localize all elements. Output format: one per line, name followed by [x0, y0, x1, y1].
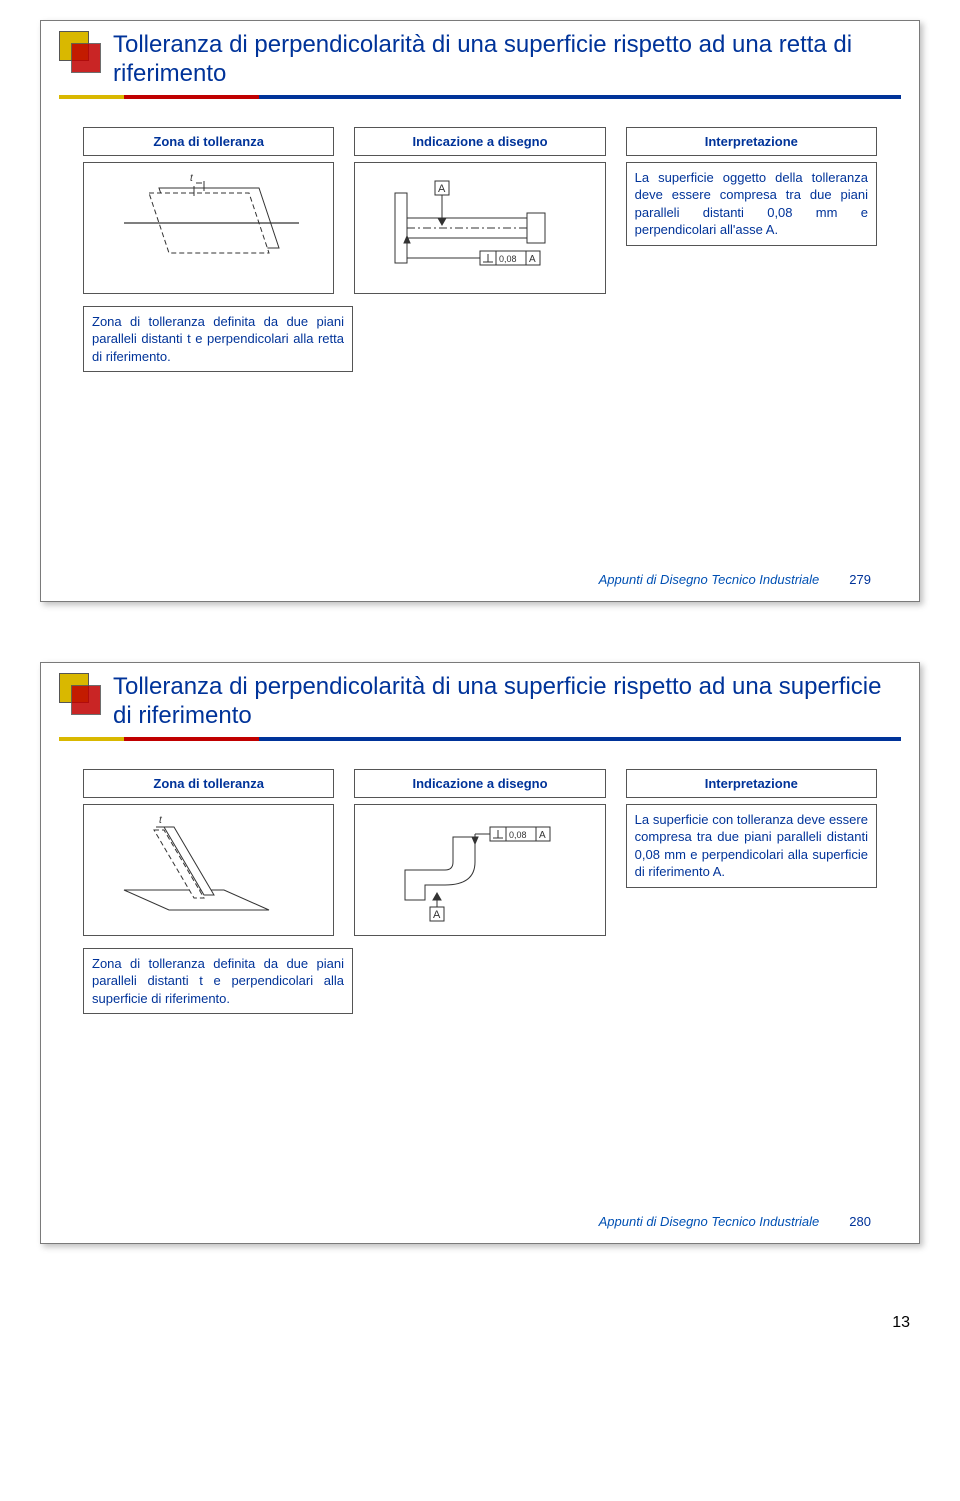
col-indicazione: Indicazione a disegno 0,08 A: [354, 769, 605, 936]
svg-text:t: t: [159, 815, 163, 826]
title-icon: [59, 673, 101, 715]
boxes-row: Zona di tolleranza t Indicazione a diseg…: [83, 769, 877, 936]
header-interp: Interpretazione: [626, 769, 877, 798]
title-row: Tolleranza di perpendicolarità di una su…: [59, 31, 901, 89]
slide-279: Tolleranza di perpendicolarità di una su…: [40, 20, 920, 602]
svg-text:A: A: [539, 830, 546, 841]
interp-text: La superficie oggetto della tolleranza d…: [635, 169, 868, 239]
zona-def-cell: Zona di tolleranza definita da due piani…: [83, 306, 353, 373]
title-row: Tolleranza di perpendicolarità di una su…: [59, 673, 901, 731]
slide-footer: Appunti di Disegno Tecnico Industriale 2…: [59, 572, 901, 587]
interp-text: La superficie con tolleranza deve essere…: [635, 811, 868, 881]
header-indicazione: Indicazione a disegno: [354, 127, 605, 156]
title-icon: [59, 31, 101, 73]
header-interp: Interpretazione: [626, 127, 877, 156]
header-indicazione: Indicazione a disegno: [354, 769, 605, 798]
second-row: Zona di tolleranza definita da due piani…: [83, 306, 877, 373]
footer-text: Appunti di Disegno Tecnico Industriale: [599, 572, 820, 587]
footer-text: Appunti di Disegno Tecnico Industriale: [599, 1214, 820, 1229]
interp-cell: La superficie oggetto della tolleranza d…: [626, 162, 877, 246]
document-page-number: 13: [0, 1304, 960, 1352]
col-zona: Zona di tolleranza t: [83, 769, 334, 936]
diagram-zona: t: [83, 162, 334, 294]
diagram-zona: t: [83, 804, 334, 936]
slide-title: Tolleranza di perpendicolarità di una su…: [113, 31, 901, 89]
svg-text:0,08: 0,08: [499, 254, 517, 264]
interp-cell: La superficie con tolleranza deve essere…: [626, 804, 877, 888]
zona-svg-icon: t: [104, 173, 314, 283]
svg-text:A: A: [433, 909, 441, 921]
second-row: Zona di tolleranza definita da due piani…: [83, 948, 877, 1015]
title-underline: [59, 95, 901, 99]
boxes-row: Zona di tolleranza t Indicazione a: [83, 127, 877, 294]
col-interp: Interpretazione La superficie oggetto de…: [626, 127, 877, 294]
diagram-indicazione: 0,08 A A: [354, 804, 605, 936]
footer-page: 280: [849, 1214, 871, 1229]
header-zona: Zona di tolleranza: [83, 769, 334, 798]
slide-280: Tolleranza di perpendicolarità di una su…: [40, 662, 920, 1244]
header-zona: Zona di tolleranza: [83, 127, 334, 156]
zona-svg-icon: t: [104, 815, 314, 925]
indicazione-svg-icon: A 0,08 A: [375, 173, 585, 283]
datum-letter: A: [438, 183, 446, 195]
svg-text:A: A: [529, 254, 536, 265]
zona-def-cell: Zona di tolleranza definita da due piani…: [83, 948, 353, 1015]
slide-footer: Appunti di Disegno Tecnico Industriale 2…: [59, 1214, 901, 1229]
col-interp: Interpretazione La superficie con toller…: [626, 769, 877, 936]
indicazione-svg-icon: 0,08 A A: [375, 815, 585, 925]
footer-page: 279: [849, 572, 871, 587]
title-underline: [59, 737, 901, 741]
col-indicazione: Indicazione a disegno A: [354, 127, 605, 294]
svg-text:t: t: [190, 173, 194, 184]
zona-def-text: Zona di tolleranza definita da due piani…: [92, 313, 344, 366]
zona-def-text: Zona di tolleranza definita da due piani…: [92, 955, 344, 1008]
svg-text:0,08: 0,08: [509, 830, 527, 840]
slide-title: Tolleranza di perpendicolarità di una su…: [113, 673, 901, 731]
col-zona: Zona di tolleranza t: [83, 127, 334, 294]
diagram-indicazione: A 0,08 A: [354, 162, 605, 294]
